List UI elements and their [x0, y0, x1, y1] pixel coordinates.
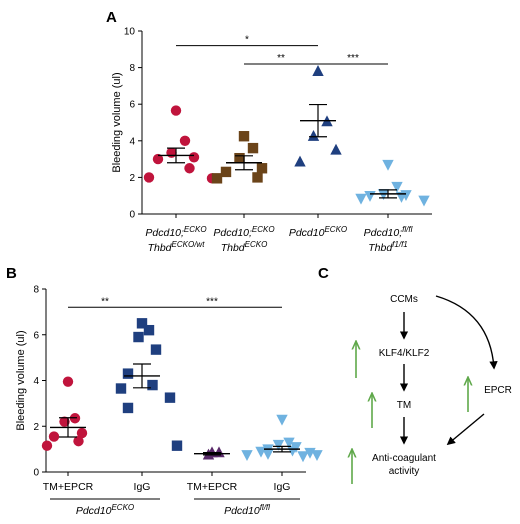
data-point — [213, 446, 225, 458]
data-point — [330, 143, 342, 155]
data-point — [262, 449, 274, 460]
data-point — [241, 450, 253, 462]
genotype-label: Pdcd10fl/fl — [224, 503, 270, 517]
data-point — [152, 153, 164, 165]
y-tick-label: 2 — [33, 422, 39, 433]
category-label: Pdcd10;fl/fl — [364, 225, 413, 239]
data-point — [73, 435, 84, 447]
y-tick-label: 0 — [33, 468, 39, 479]
y-tick-label: 4 — [33, 376, 39, 387]
data-point — [247, 142, 259, 154]
panel-label-b: B — [6, 265, 17, 282]
data-point — [184, 163, 195, 174]
y-tick-label: 0 — [129, 210, 135, 221]
category-label: Pdcd10;ECKO — [213, 225, 274, 239]
category-label: TM+EPCR — [43, 481, 94, 493]
arrow-ccms-epcr — [435, 295, 498, 370]
significance-label: *** — [206, 296, 218, 307]
data-point — [276, 414, 288, 426]
data-point — [59, 416, 70, 427]
data-point — [48, 431, 60, 442]
data-point — [297, 451, 309, 463]
data-point — [143, 172, 155, 183]
node-epcr: EPCR — [484, 385, 512, 396]
node-ccms: CCMs — [390, 294, 418, 305]
data-point — [364, 191, 376, 202]
data-point — [133, 331, 144, 343]
y-tick-label: 6 — [33, 330, 39, 341]
data-point — [143, 324, 155, 336]
data-point — [355, 193, 367, 205]
category-label-line2: ThbdECKO/wt — [148, 240, 206, 254]
category-label-line2: ThbdECKO — [221, 240, 268, 254]
y-tick-label: 2 — [129, 173, 135, 184]
data-point — [294, 155, 306, 167]
data-point — [311, 450, 323, 462]
node-klf: KLF4/KLF2 — [379, 348, 430, 359]
significance-label: * — [245, 35, 249, 46]
node-anticoag-line2: activity — [389, 466, 420, 477]
data-point — [377, 189, 390, 201]
category-label: IgG — [274, 481, 291, 493]
y-tick-label: 4 — [129, 136, 135, 147]
y-axis-label: Bleeding volume (ul) — [111, 72, 123, 172]
data-point — [136, 318, 148, 329]
data-point — [220, 166, 232, 178]
data-point — [188, 152, 200, 163]
arrow-epcr-anticoag — [446, 413, 485, 446]
significance-label: *** — [347, 53, 359, 64]
data-point — [234, 152, 245, 164]
data-point — [307, 130, 320, 141]
data-point — [283, 437, 295, 449]
data-point — [391, 181, 403, 193]
data-point — [171, 440, 183, 451]
data-point — [76, 427, 88, 439]
data-point — [382, 159, 394, 171]
data-point — [150, 344, 162, 355]
significance-label: ** — [277, 53, 285, 64]
category-label: IgG — [134, 481, 151, 493]
node-anticoag-line1: Anti-coagulant — [372, 453, 436, 464]
category-label-line2: Thbdf1/f1 — [368, 240, 408, 254]
data-point — [286, 445, 299, 457]
data-point — [256, 163, 268, 174]
category-label: Pdcd10ECKO — [289, 225, 347, 239]
data-point — [115, 383, 127, 394]
category-label: Pdcd10;ECKO — [145, 225, 206, 239]
y-tick-label: 10 — [124, 27, 136, 38]
genotype-label: Pdcd10ECKO — [76, 503, 134, 517]
y-tick-label: 8 — [129, 63, 135, 74]
significance-label: ** — [101, 296, 109, 307]
node-tm: TM — [397, 400, 411, 411]
category-label: TM+EPCR — [187, 481, 238, 493]
diagram-c: CCMs KLF4/KLF2 TM Anti-coagulant activit… — [352, 294, 512, 484]
data-point — [147, 379, 158, 391]
data-point — [122, 402, 134, 414]
panel-label-c: C — [318, 265, 329, 282]
data-point — [252, 172, 263, 183]
data-point — [179, 135, 191, 146]
data-point — [418, 195, 430, 207]
data-point — [395, 191, 408, 203]
data-point — [62, 376, 74, 387]
data-point — [211, 173, 223, 184]
data-point — [238, 131, 250, 142]
data-point — [166, 147, 177, 158]
data-point — [122, 368, 134, 379]
data-point — [312, 65, 324, 76]
data-point — [272, 439, 285, 451]
data-point — [164, 392, 176, 403]
y-axis-label: Bleeding volume (ul) — [15, 330, 27, 430]
y-tick-label: 8 — [33, 285, 39, 296]
data-point — [41, 440, 53, 451]
y-tick-label: 6 — [129, 100, 135, 111]
panel-label-a: A — [106, 9, 117, 26]
data-point — [170, 105, 182, 116]
